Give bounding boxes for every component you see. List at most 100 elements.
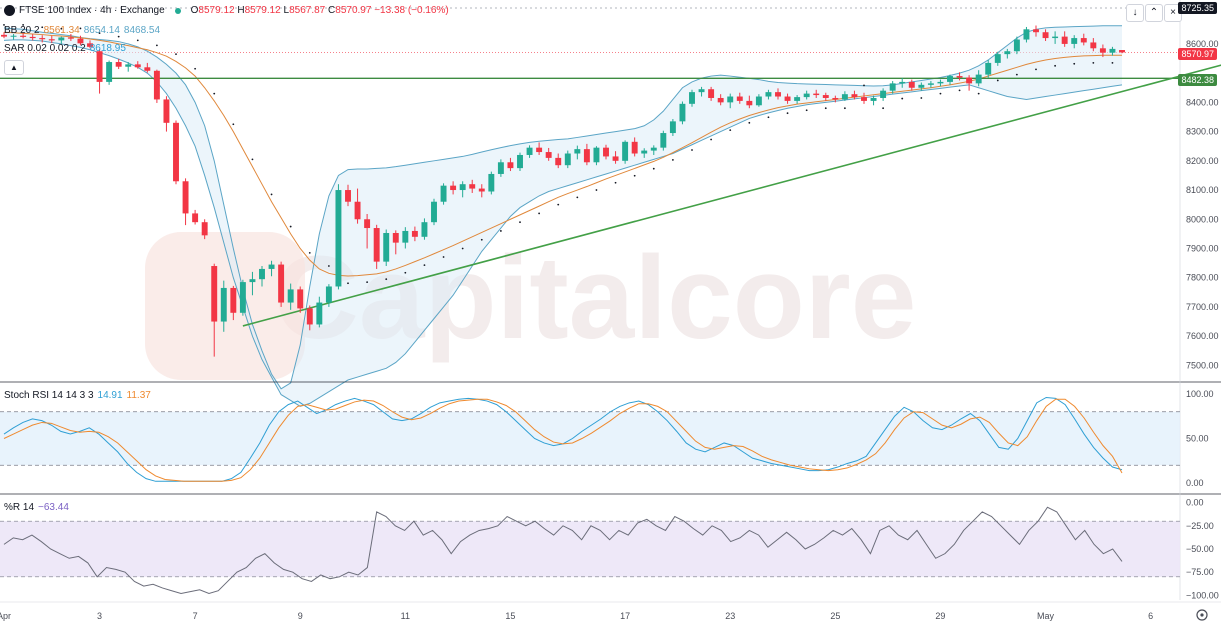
candle-body [29, 36, 36, 39]
candle-body [335, 190, 342, 287]
time-axis-label: 3 [97, 611, 102, 621]
sar-dot [347, 282, 349, 285]
sar-dot [404, 271, 407, 274]
symbol-logo-icon [4, 5, 15, 16]
candle-body [325, 286, 332, 303]
bb-lower-line [3, 39, 1123, 407]
candle-body [832, 97, 839, 100]
candle-body [1023, 29, 1030, 40]
candle-body [144, 67, 151, 71]
candle-body [115, 62, 122, 67]
wr-axis-label: −75.00 [1186, 567, 1214, 577]
candle-body [1, 34, 7, 37]
candle-body [727, 96, 734, 103]
sar-dot [977, 92, 980, 95]
sar-dot [710, 138, 713, 141]
bb-legend[interactable]: BB 20 2 8561.34 8654.14 8468.54 [4, 25, 161, 36]
candle-body [660, 133, 667, 148]
candle-body [1119, 50, 1125, 53]
sar-dot [41, 26, 44, 29]
candle-body [364, 219, 371, 229]
settings-gear-icon-center [1200, 613, 1204, 617]
sar-dot [939, 92, 942, 95]
candle-body [306, 308, 313, 325]
sar-dot [22, 24, 25, 26]
time-axis-label: May [1037, 611, 1055, 621]
change-value: −13.38 (−0.16%) [374, 5, 449, 16]
scroll-down-button[interactable]: ↓ [1126, 4, 1144, 22]
candle-body [631, 141, 638, 154]
candle-body [1080, 38, 1087, 43]
stoch-legend[interactable]: Stoch RSI 14 14 3 3 14.91 11.37 [4, 390, 151, 401]
price-axis-label: 8000.00 [1186, 214, 1219, 224]
candle-body [1071, 38, 1078, 44]
candle-body [1004, 51, 1011, 55]
ohlc-values: O8579.12 H8579.12 L8567.87 C8570.97 −13.… [190, 5, 449, 16]
time-axis-label: Apr [0, 611, 11, 621]
wr-legend[interactable]: %R 14 −63.44 [4, 502, 69, 513]
candle-body [736, 96, 743, 101]
candle-body [937, 81, 944, 84]
candle-body [784, 96, 791, 101]
candle-body [918, 84, 925, 88]
price-axis-label: 7600.00 [1186, 331, 1219, 341]
candle-body [1090, 42, 1097, 49]
wr-axis-label: −100.00 [1186, 590, 1219, 600]
sar-dot [442, 256, 445, 258]
sar-dot [538, 212, 541, 215]
candle-body [20, 35, 27, 37]
sar-dot [1073, 62, 1076, 65]
candle-body [583, 149, 590, 163]
collapse-pane-button[interactable]: ⌃ [1145, 4, 1163, 22]
candle-body [10, 35, 17, 37]
time-axis-label: 7 [193, 611, 198, 621]
candle-body [746, 100, 753, 106]
candle-body [545, 152, 552, 158]
sar-dot [805, 109, 808, 112]
sar-dot [327, 265, 330, 267]
candle-body [536, 147, 543, 153]
collapse-legend-button[interactable]: ▲ [4, 60, 24, 75]
sar-dot [289, 225, 292, 228]
candle-body [698, 89, 705, 93]
time-axis-label: 11 [401, 611, 410, 621]
wr-axis-label: −25.00 [1186, 521, 1214, 531]
candle-body [125, 64, 132, 67]
sar-dot [595, 189, 598, 191]
candle-body [966, 77, 973, 84]
candle-body [775, 92, 781, 97]
sar-dot [729, 129, 732, 132]
sar-dot [136, 39, 139, 42]
candle-body [927, 83, 934, 85]
sar-dot [671, 159, 674, 161]
candle-body [411, 230, 418, 237]
time-axis-label: 15 [505, 611, 515, 621]
candle-body [517, 154, 523, 169]
candle-body [173, 122, 179, 182]
candle-body [908, 81, 915, 88]
candle-body [163, 99, 170, 123]
sar-legend[interactable]: SAR 0.02 0.02 0.2 8618.95 [4, 43, 126, 54]
candle-body [354, 201, 361, 220]
symbol-title[interactable]: FTSE 100 Index · 4h · Exchange [19, 5, 165, 16]
candle-body [899, 81, 906, 84]
wr-line [3, 506, 1123, 595]
candle-body [765, 92, 772, 97]
sar-dot [1054, 64, 1057, 67]
candle-body [870, 97, 877, 101]
sar-dot [251, 158, 254, 161]
candle-body [268, 264, 275, 269]
candle-body [1099, 48, 1106, 53]
candle-body [717, 97, 724, 103]
stoch-band-fill [0, 411, 1180, 466]
price-tag-last: 8570.97 [1178, 48, 1217, 60]
time-axis-label: 6 [1148, 611, 1153, 621]
candle-body [985, 62, 992, 75]
sar-dot [98, 32, 101, 35]
candle-body [841, 94, 848, 100]
candle-body [96, 51, 103, 82]
candle-body [469, 184, 476, 189]
sar-dot [1035, 68, 1037, 71]
sar-dot [519, 221, 521, 224]
